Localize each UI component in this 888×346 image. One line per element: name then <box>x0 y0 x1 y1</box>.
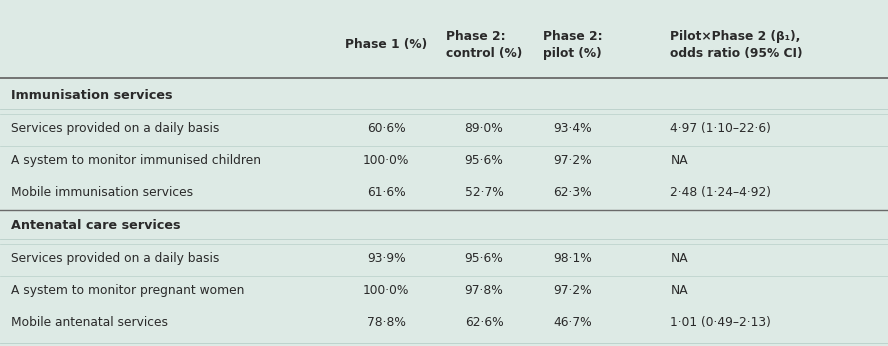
Text: 93·9%: 93·9% <box>367 252 406 265</box>
Text: 95·6%: 95·6% <box>464 252 503 265</box>
Text: Antenatal care services: Antenatal care services <box>11 219 180 232</box>
Text: Services provided on a daily basis: Services provided on a daily basis <box>11 252 219 265</box>
Text: 78·8%: 78·8% <box>367 316 406 329</box>
Text: 52·7%: 52·7% <box>464 186 503 199</box>
Text: A system to monitor immunised children: A system to monitor immunised children <box>11 154 261 167</box>
Text: 1·01 (0·49–2·13): 1·01 (0·49–2·13) <box>670 316 772 329</box>
Text: 4·97 (1·10–22·6): 4·97 (1·10–22·6) <box>670 121 772 135</box>
Text: Phase 2:
pilot (%): Phase 2: pilot (%) <box>543 30 603 60</box>
Text: Phase 1 (%): Phase 1 (%) <box>345 38 427 52</box>
Text: Mobile antenatal services: Mobile antenatal services <box>11 316 168 329</box>
Text: 61·6%: 61·6% <box>367 186 406 199</box>
Text: 100·0%: 100·0% <box>363 284 409 297</box>
Text: 93·4%: 93·4% <box>553 121 592 135</box>
Text: 62·3%: 62·3% <box>553 186 592 199</box>
Text: 97·2%: 97·2% <box>553 284 592 297</box>
Text: 97·8%: 97·8% <box>464 284 503 297</box>
Text: Mobile immunisation services: Mobile immunisation services <box>11 186 193 199</box>
Text: Immunisation services: Immunisation services <box>11 89 172 102</box>
Text: 60·6%: 60·6% <box>367 121 406 135</box>
Text: NA: NA <box>670 284 688 297</box>
Text: 62·6%: 62·6% <box>464 316 503 329</box>
Text: Services provided on a daily basis: Services provided on a daily basis <box>11 121 219 135</box>
Text: A system to monitor pregnant women: A system to monitor pregnant women <box>11 284 244 297</box>
Text: Pilot×Phase 2 (β₁),
odds ratio (95% CI): Pilot×Phase 2 (β₁), odds ratio (95% CI) <box>670 30 803 60</box>
Text: Phase 2:
control (%): Phase 2: control (%) <box>446 30 522 60</box>
Text: NA: NA <box>670 154 688 167</box>
Text: 89·0%: 89·0% <box>464 121 503 135</box>
Text: 97·2%: 97·2% <box>553 154 592 167</box>
Text: 100·0%: 100·0% <box>363 154 409 167</box>
Text: 98·1%: 98·1% <box>553 252 592 265</box>
Text: 2·48 (1·24–4·92): 2·48 (1·24–4·92) <box>670 186 772 199</box>
Text: 46·7%: 46·7% <box>553 316 592 329</box>
Text: 95·6%: 95·6% <box>464 154 503 167</box>
Text: NA: NA <box>670 252 688 265</box>
